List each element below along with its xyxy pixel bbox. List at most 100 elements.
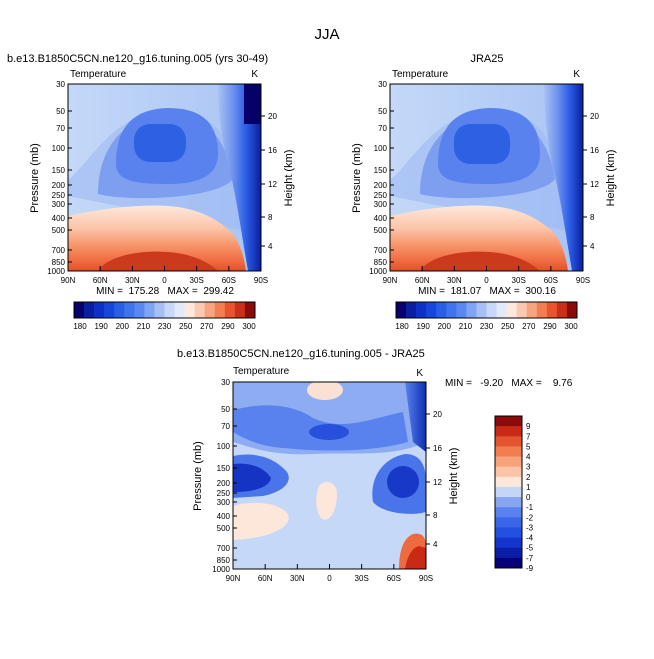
colorbar-swatch xyxy=(104,302,115,318)
colorbar-label: 210 xyxy=(137,322,151,331)
panel-subtitle: Temperature xyxy=(392,69,449,80)
colorbar-label: 250 xyxy=(501,322,515,331)
colorbar-label: -3 xyxy=(526,523,534,532)
y-tick-label: 250 xyxy=(52,191,66,200)
contour-warm-pole-core xyxy=(405,546,426,569)
x-tick-label: 60N xyxy=(93,276,108,285)
y-tick-label: 50 xyxy=(221,405,230,414)
colorbar-swatch xyxy=(495,466,522,478)
colorbar-swatch xyxy=(446,302,457,318)
contour-warm-core xyxy=(420,251,540,271)
panel-units: K xyxy=(416,368,423,379)
colorbar-swatch xyxy=(526,302,538,318)
colorbar-swatch xyxy=(396,302,407,318)
contour-warm-lower-left xyxy=(233,502,289,540)
colorbar-swatch xyxy=(426,302,437,318)
colorbar-label: 230 xyxy=(480,322,494,331)
colorbar-label: 190 xyxy=(94,322,108,331)
y-tick-label: 400 xyxy=(217,512,231,521)
y2-tick-label: 8 xyxy=(433,511,438,520)
y-tick-label: 100 xyxy=(374,144,388,153)
panel-obs: JRA25 Temperature K 30507010015020025030… xyxy=(351,53,617,331)
y-tick-label: 1000 xyxy=(369,267,387,276)
y-tick-label: 500 xyxy=(217,524,231,533)
y-tick-label: 1000 xyxy=(212,565,230,574)
contour-pole-cold xyxy=(544,84,583,271)
contour-pole-cold xyxy=(218,84,261,271)
y2-tick-label: 16 xyxy=(590,146,599,155)
colorbar-swatch xyxy=(495,416,522,427)
colorbar-label: 3 xyxy=(526,463,531,472)
contour-pole-strip xyxy=(405,382,426,452)
x-tick-label: 0 xyxy=(327,574,332,583)
y2-tick-label: 12 xyxy=(433,478,442,487)
colorbar-swatch xyxy=(486,302,497,318)
colorbar-swatch xyxy=(144,302,155,318)
colorbar-label: 2 xyxy=(526,473,531,482)
contour-warm-layer xyxy=(68,205,246,271)
colorbar-swatch xyxy=(224,302,236,318)
y-tick-label: 250 xyxy=(217,489,231,498)
colorbar-label: -1 xyxy=(526,503,534,512)
colorbar-swatch xyxy=(164,302,175,318)
colorbar-swatch xyxy=(84,302,95,318)
y-tick-label: 500 xyxy=(52,226,66,235)
colorbar-label: 0 xyxy=(526,493,531,502)
colorbar-frame xyxy=(395,301,578,319)
x-tick-label: 0 xyxy=(162,276,167,285)
colorbar-label: 190 xyxy=(416,322,430,331)
x-axis-latitude: 90N 60N 30N 0 30S 60S 90S xyxy=(226,564,433,583)
colorbar-swatch xyxy=(134,302,145,318)
y-axis-label: Pressure (mb) xyxy=(29,143,41,213)
panel-header: b.e13.B1850C5CN.ne120_g16.tuning.005 - J… xyxy=(177,348,425,360)
colorbar-label: 4 xyxy=(526,453,531,462)
x-tick-label: 60S xyxy=(222,276,236,285)
colorbar-label: -7 xyxy=(526,554,534,563)
colorbar-swatch xyxy=(204,302,216,318)
x-axis-latitude: 90N 60N 30N 0 30S 60S 90S xyxy=(383,266,590,285)
colorbar-label: 270 xyxy=(522,322,536,331)
stats-label: MIN = 181.07 MAX = 300.16 xyxy=(418,286,556,297)
colorbar-label: 1 xyxy=(526,483,531,492)
colorbar-label: -4 xyxy=(526,534,534,543)
colorbar-swatch xyxy=(476,302,487,318)
colorbar-label: 210 xyxy=(459,322,473,331)
colorbar-label: 180 xyxy=(395,322,409,331)
colorbar-label: 5 xyxy=(526,442,531,451)
contour-core-cold xyxy=(454,124,510,164)
y2-tick-label: 20 xyxy=(590,112,599,121)
colorbar-swatch xyxy=(244,302,256,318)
y-axis-label: Pressure (mb) xyxy=(192,441,204,511)
contour-anomaly-cold xyxy=(309,424,349,440)
y2-tick-label: 8 xyxy=(590,213,595,222)
y2-tick-label: 4 xyxy=(433,540,438,549)
colorbar-swatch xyxy=(114,302,125,318)
colorbar-swatch xyxy=(495,436,522,447)
x-tick-label: 30N xyxy=(447,276,462,285)
x-tick-label: 30N xyxy=(125,276,140,285)
y-tick-label: 30 xyxy=(221,378,230,387)
contour-anomaly-warm xyxy=(307,382,343,400)
y-tick-label: 70 xyxy=(56,124,65,133)
x-tick-label: 60S xyxy=(544,276,558,285)
x-tick-label: 30N xyxy=(290,574,305,583)
colorbar-swatch xyxy=(184,302,195,318)
y-tick-label: 500 xyxy=(374,226,388,235)
y-axis-height: 20 16 12 8 4 xyxy=(583,112,599,251)
contour-warm-layer xyxy=(390,205,568,271)
colorbar-label: 230 xyxy=(158,322,172,331)
x-tick-label: 90S xyxy=(576,276,590,285)
y-tick-label: 70 xyxy=(221,422,230,431)
colorbar-swatch xyxy=(536,302,548,318)
y-axis-label: Pressure (mb) xyxy=(351,143,363,213)
colorbar-label: -9 xyxy=(526,564,534,573)
y-tick-label: 100 xyxy=(52,144,66,153)
x-tick-label: 60N xyxy=(415,276,430,285)
colorbar-swatch xyxy=(124,302,135,318)
panel-header: JRA25 xyxy=(470,53,503,65)
panel-model: b.e13.B1850C5CN.ne120_g16.tuning.005 (yr… xyxy=(7,53,295,331)
colorbar-label: 7 xyxy=(526,432,531,441)
colorbar-swatch xyxy=(214,302,226,318)
